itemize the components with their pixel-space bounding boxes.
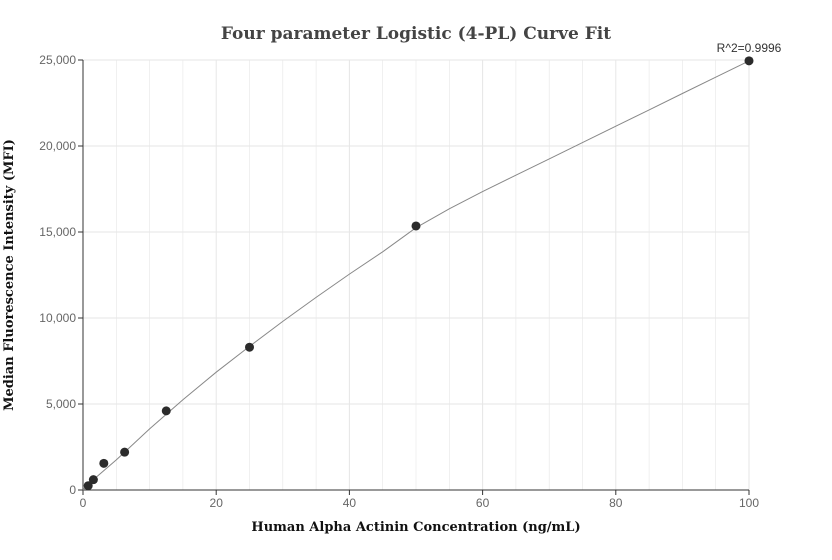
x-axis-label: Human Alpha Actinin Concentration (ng/mL… — [251, 520, 580, 535]
data-point — [99, 458, 109, 468]
data-point — [161, 406, 171, 416]
y-tick-label: 25,000 — [39, 53, 76, 67]
y-axis-label: Median Fluorescence Intensity (MFI) — [2, 139, 17, 411]
data-point — [744, 56, 754, 66]
y-tick-label: 15,000 — [39, 225, 76, 239]
x-tick-label: 40 — [343, 496, 357, 510]
y-tick-label: 10,000 — [39, 311, 76, 325]
y-tick-label: 0 — [69, 483, 76, 497]
x-tick-label: 100 — [739, 496, 759, 510]
x-tick-label: 80 — [609, 496, 623, 510]
axes — [78, 59, 750, 495]
chart-title: Four parameter Logistic (4-PL) Curve Fit — [221, 24, 611, 44]
grid — [82, 59, 750, 490]
x-tick-label: 20 — [210, 496, 224, 510]
data-point — [83, 481, 93, 491]
data-point — [120, 447, 130, 457]
tick-labels: 0 20 40 60 80 100 0 5,000 10,000 15,000 20,000 25,0… — [39, 53, 759, 510]
r-squared-annotation: R^2=0.9996 — [717, 41, 782, 55]
data-point — [411, 221, 421, 231]
data-point — [88, 475, 98, 485]
x-tick-label: 60 — [476, 496, 490, 510]
data-points — [83, 56, 754, 491]
x-tick-label: 0 — [80, 496, 87, 510]
y-tick-label: 5,000 — [46, 397, 76, 411]
y-tick-label: 20,000 — [39, 139, 76, 153]
data-point — [245, 342, 254, 352]
